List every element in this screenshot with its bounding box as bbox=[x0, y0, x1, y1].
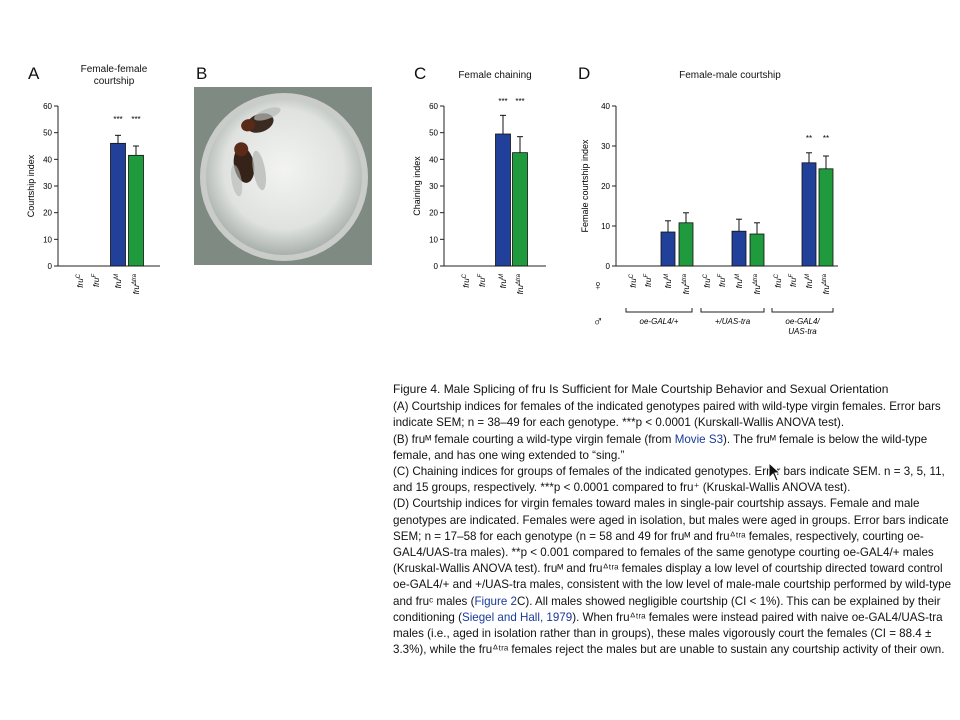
bar bbox=[731, 230, 747, 267]
category-label: fruC bbox=[462, 273, 471, 287]
y-axis-label: Courtship index bbox=[26, 154, 36, 217]
panel-d-title: Female-male courtship bbox=[679, 70, 781, 81]
y-tick-label: 40 bbox=[43, 155, 52, 164]
y-tick-label: 30 bbox=[429, 182, 438, 191]
significance-label: ** bbox=[823, 134, 829, 143]
y-tick-label: 0 bbox=[606, 262, 611, 271]
y-tick-label: 20 bbox=[43, 209, 52, 218]
panel-a-letter: A bbox=[28, 64, 40, 83]
category-label: fruΔtra bbox=[822, 273, 831, 294]
category-label: fruΔtra bbox=[516, 273, 525, 294]
male-genotype-label: +/UAS-tra bbox=[715, 317, 751, 326]
panel-c-letter: C bbox=[414, 64, 427, 83]
figure-2-link[interactable]: Figure 2 bbox=[474, 594, 517, 608]
panel-c-title: Female chaining bbox=[458, 70, 532, 81]
panel-a-title-line2: courtship bbox=[93, 76, 135, 87]
figure-caption: Figure 4. Male Splicing of fru Is Suffic… bbox=[393, 381, 953, 658]
panel-a-title: Female-female courtship bbox=[64, 64, 164, 88]
category-label: fruC bbox=[774, 273, 783, 287]
significance-label: *** bbox=[113, 115, 122, 124]
y-tick-label: 30 bbox=[43, 182, 52, 191]
male-genotype-label: UAS-tra bbox=[788, 327, 817, 336]
category-label: fruF bbox=[718, 274, 727, 287]
genotype-bracket bbox=[700, 308, 765, 313]
bar bbox=[801, 162, 817, 267]
male-genotype-label: oe-GAL4/ bbox=[785, 317, 820, 326]
y-tick-label: 0 bbox=[48, 262, 53, 271]
bar bbox=[128, 154, 144, 267]
category-label: fruM bbox=[114, 274, 123, 288]
significance-label: *** bbox=[498, 97, 507, 106]
y-tick-label: 60 bbox=[429, 102, 438, 111]
caption-d-part3: ). When fruᐞᵗʳᵃ females were instead pai… bbox=[393, 610, 945, 657]
y-tick-label: 50 bbox=[429, 129, 438, 138]
panel-a-title-line1: Female-female bbox=[80, 64, 148, 75]
caption-b-pre: (B) fruᴹ female courting a wild-type vir… bbox=[393, 432, 675, 446]
significance-label: *** bbox=[131, 115, 140, 124]
category-label: fruM bbox=[735, 274, 744, 288]
y-tick-label: 30 bbox=[601, 142, 610, 151]
category-label: fruC bbox=[629, 273, 638, 287]
significance-label: *** bbox=[515, 97, 524, 106]
movie-s3-link[interactable]: Movie S3 bbox=[674, 432, 724, 446]
y-tick-label: 60 bbox=[43, 102, 52, 111]
dish-with-flies-image bbox=[194, 87, 372, 265]
female-symbol: ♀ bbox=[593, 277, 604, 293]
caption-c: (C) Chaining indices for groups of femal… bbox=[393, 465, 945, 495]
genotype-bracket bbox=[625, 308, 693, 313]
category-label: fruM bbox=[499, 274, 508, 288]
genotype-bracket bbox=[771, 308, 834, 313]
category-label: fruC bbox=[76, 273, 85, 287]
y-axis-label: Chaining index bbox=[412, 156, 422, 216]
y-tick-label: 40 bbox=[601, 102, 610, 111]
chart-a: 0 10 20 30 40 50 60 Courtship index fruC fruF *** f… bbox=[26, 102, 160, 294]
y-tick-label: 0 bbox=[434, 262, 439, 271]
bar bbox=[660, 231, 676, 267]
fly-courtship-photo bbox=[194, 87, 372, 265]
panel-b-letter: B bbox=[196, 64, 208, 83]
caption-d-part2: C). All males showed negligible courtshi… bbox=[393, 594, 941, 624]
category-label: fruF bbox=[644, 274, 653, 287]
caption-d: (D) Courtship indices for virgin females… bbox=[393, 496, 953, 658]
category-label: fruM bbox=[805, 274, 814, 288]
caption-d-part1: (D) Courtship indices for virgin females… bbox=[393, 497, 952, 608]
category-label: fruF bbox=[92, 274, 101, 287]
caption-a: (A) Courtship indices for females of the… bbox=[393, 400, 941, 430]
category-label: fruM bbox=[664, 274, 673, 288]
y-tick-label: 10 bbox=[43, 235, 52, 244]
category-label: fruF bbox=[789, 274, 798, 287]
bar bbox=[512, 152, 528, 267]
category-label: fruF bbox=[478, 274, 487, 287]
male-symbol: ♂ bbox=[593, 313, 604, 329]
bar bbox=[110, 142, 126, 267]
bar bbox=[749, 233, 765, 267]
caption-b-post: ). The fruᴹ female is below the wild-typ… bbox=[393, 432, 928, 462]
category-label: fruΔtra bbox=[682, 273, 691, 294]
caption-title: Figure 4. Male Splicing of fru Is Suffic… bbox=[393, 382, 889, 396]
significance-label: ** bbox=[806, 134, 812, 143]
bar bbox=[678, 222, 694, 267]
panel-d-letter: D bbox=[578, 64, 591, 83]
y-tick-label: 50 bbox=[43, 129, 52, 138]
y-tick-label: 10 bbox=[429, 235, 438, 244]
mouse-cursor-icon bbox=[768, 462, 782, 482]
caption-b: (B) fruᴹ female courting a wild-type vir… bbox=[393, 432, 953, 464]
chart-c: 0 10 20 30 40 50 60 Chaining index fruC fruF *** fr… bbox=[412, 97, 546, 294]
y-tick-label: 10 bbox=[601, 222, 610, 231]
chart-d: 0 10 20 30 40 Female courtship index fruC fruF f… bbox=[580, 102, 838, 336]
bar bbox=[495, 133, 511, 267]
category-label: fruΔtra bbox=[132, 273, 141, 294]
y-tick-label: 40 bbox=[429, 155, 438, 164]
y-axis-label: Female courtship index bbox=[580, 139, 590, 233]
category-label: fruΔtra bbox=[753, 273, 762, 294]
male-genotype-label: oe-GAL4/+ bbox=[640, 317, 679, 326]
bar bbox=[818, 168, 834, 267]
category-label: fruC bbox=[703, 273, 712, 287]
siegel-hall-link[interactable]: Siegel and Hall, 1979 bbox=[461, 610, 573, 624]
y-tick-label: 20 bbox=[429, 209, 438, 218]
y-tick-label: 20 bbox=[601, 182, 610, 191]
